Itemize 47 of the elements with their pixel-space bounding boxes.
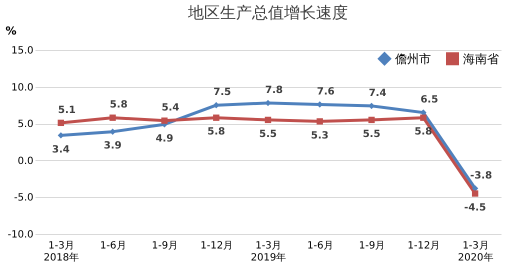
data-label: 5.1 (58, 104, 76, 116)
data-label: 7.5 (213, 87, 232, 98)
point (316, 118, 323, 125)
x-tick-label: 1-3月 2020年 (458, 240, 494, 264)
y-tick-label: -10.0 (8, 230, 34, 240)
x-tick-label: 1-9月 (358, 240, 386, 252)
legend-label: 海南省 (463, 52, 499, 66)
data-label: 7.4 (368, 88, 386, 99)
legend-label: 儋州市 (395, 52, 431, 66)
y-tick-label: -5.0 (14, 192, 34, 204)
x-tick-label: 1-6月 (100, 240, 126, 252)
data-label: 5.4 (162, 102, 180, 114)
data-label: 5.8 (110, 100, 128, 111)
point (58, 120, 64, 126)
data-label: 5.3 (310, 130, 329, 142)
x-tick-label: 1-3月 2019年 (250, 240, 286, 264)
y-tick-label: 0.0 (18, 156, 34, 167)
data-label: 5.5 (362, 128, 380, 140)
data-label: 3.4 (52, 144, 70, 156)
x-tick-label: 1-12月 (407, 240, 440, 252)
point (472, 190, 478, 197)
x-tick-label: 1-3月 2018年 (44, 240, 80, 264)
point (264, 116, 272, 124)
data-label: 4.9 (156, 133, 174, 144)
x-tick-label: 1-6月 (307, 240, 334, 252)
y-tick-label: 5.0 (18, 119, 34, 130)
point (316, 101, 323, 108)
point (110, 114, 116, 121)
data-label: -3.8 (470, 170, 492, 182)
chart-title: 地区生产总值增长速度 (187, 3, 348, 22)
x-tick-label: 1-12月 (200, 240, 234, 252)
data-label: 6.5 (420, 94, 438, 106)
x-tick-label: 1-9月 (152, 240, 178, 252)
y-axis-title: % (6, 24, 17, 38)
y-tick-label: 10.0 (11, 82, 34, 94)
data-label: 5.8 (207, 126, 226, 138)
data-label: 7.6 (316, 86, 335, 98)
point (368, 116, 375, 124)
point (420, 114, 426, 121)
point (161, 117, 168, 124)
data-label: 7.8 (265, 84, 283, 96)
data-label: 5.8 (414, 126, 432, 138)
y-tick-label: 15.0 (11, 46, 34, 56)
data-label: 3.9 (104, 140, 122, 152)
point (213, 114, 220, 121)
data-label: 5.5 (259, 128, 277, 140)
data-label: -4.5 (464, 202, 486, 214)
